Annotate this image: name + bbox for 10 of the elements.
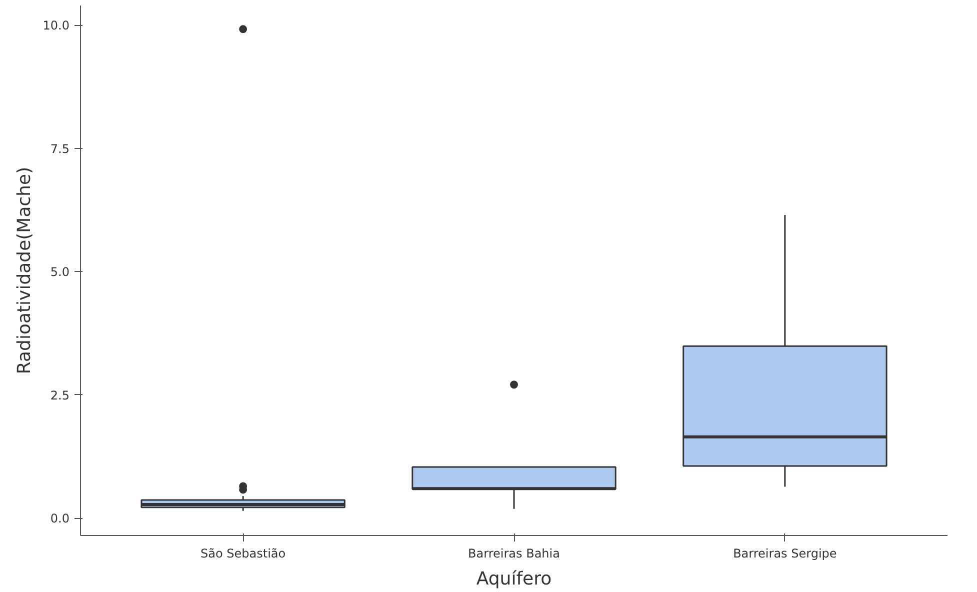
y-tick-label: 5.0 (50, 265, 70, 280)
x-axis-title: Aquífero (476, 568, 552, 590)
y-tick-label: 7.5 (50, 142, 70, 156)
y-tick-label: 0.0 (50, 512, 70, 526)
x-tick-label: Barreiras Sergipe (733, 546, 837, 560)
x-tick-label: Barreiras Bahia (468, 546, 560, 560)
x-tick-label: São Sebastião (200, 546, 286, 560)
y-tick-label: 10.0 (42, 18, 70, 33)
y-axis-title: Radioatividade(Mache) (14, 166, 35, 374)
y-tick-label: 2.5 (50, 388, 70, 402)
